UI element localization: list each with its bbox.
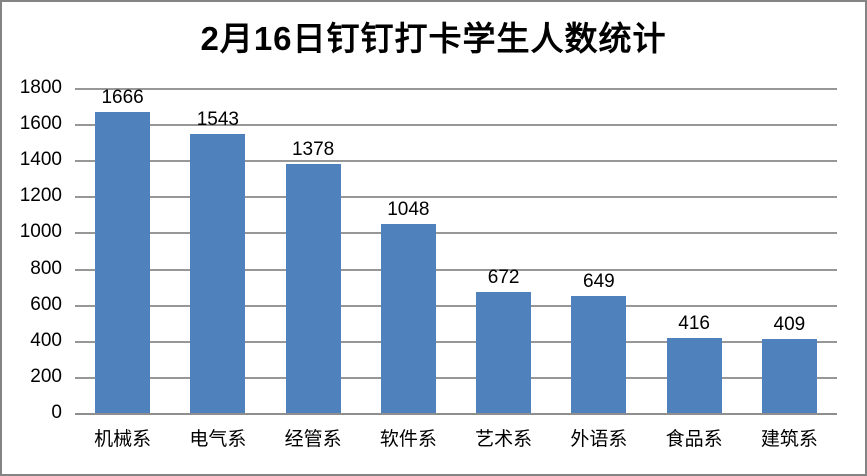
y-axis: 0 200 400 600 800 1000 1200 1400 1600 1800 (2, 78, 62, 423)
y-tick-label: 200 (30, 365, 62, 387)
y-tick-label: 600 (30, 293, 62, 315)
y-tick-label: 1600 (19, 113, 62, 135)
gridline-1600 (75, 124, 837, 127)
y-tick-label: 1800 (19, 77, 62, 98)
bar-食品系 (666, 337, 722, 413)
bar-value-label: 1666 (101, 87, 144, 109)
y-tick-label: 800 (30, 257, 62, 279)
y-tick-label: 1200 (19, 185, 62, 207)
bar-电气系 (190, 134, 246, 413)
gridline-1800 (75, 88, 837, 90)
x-tick-label-食品系: 食品系 (665, 429, 723, 450)
gridline-200 (75, 376, 837, 379)
bar-value-label: 1378 (291, 139, 335, 161)
gridline-400 (75, 340, 837, 343)
gridline-600 (75, 304, 837, 307)
y-tick-label: 0 (51, 402, 62, 423)
bar-value-label: 409 (773, 314, 806, 336)
bar-value-label: 1543 (196, 109, 240, 131)
bar-外语系 (571, 295, 627, 413)
bar-value-label: 416 (678, 312, 710, 334)
x-tick-label-软件系: 软件系 (379, 429, 437, 450)
y-tick-label: 400 (30, 329, 62, 351)
bar-建筑系 (761, 339, 817, 413)
x-axis: 机械系 电气系 经管系 软件系 艺术系 外语系 食品系 建筑系 (75, 424, 837, 451)
x-tick-label-电气系: 电气系 (189, 429, 247, 450)
gridline-1200 (75, 196, 837, 199)
bar-艺术系 (476, 291, 532, 413)
x-tick-label-外语系: 外语系 (570, 429, 628, 450)
bar-value-label: 1048 (387, 198, 430, 220)
plot-area: 1666 1543 1378 1048 672 649 416 409 (75, 87, 837, 415)
bar-经管系 (285, 164, 341, 413)
x-tick-label-艺术系: 艺术系 (475, 429, 533, 450)
bar-value-label: 672 (487, 266, 520, 288)
y-tick-label: 1400 (19, 149, 62, 171)
gridline-800 (75, 268, 837, 271)
x-tick-label-机械系: 机械系 (94, 429, 152, 450)
gridline-1000 (75, 232, 837, 235)
x-tick-label-建筑系: 建筑系 (760, 429, 818, 450)
bar-机械系 (95, 112, 151, 413)
y-tick-label: 1000 (19, 221, 62, 243)
chart-title: 2月16日钉钉打卡学生人数统计 (200, 20, 667, 57)
x-tick-label-经管系: 经管系 (284, 429, 342, 450)
bar-软件系 (380, 223, 436, 413)
bar-value-label: 649 (583, 270, 615, 292)
gridline-1400 (75, 160, 837, 163)
